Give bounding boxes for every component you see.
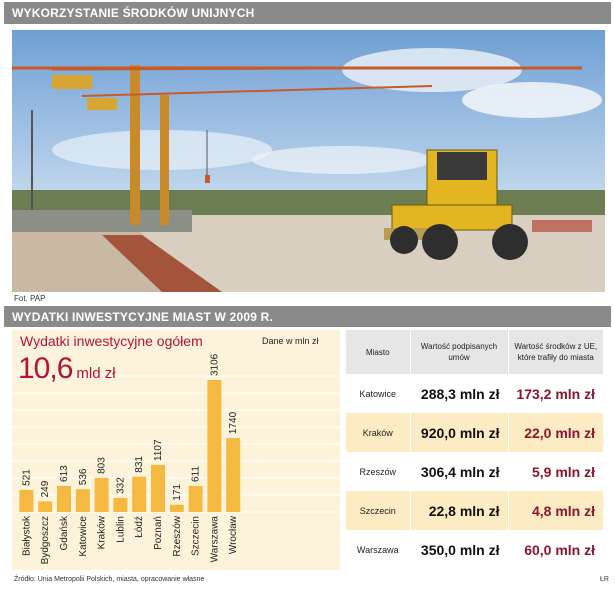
cell-city: Warszawa [346, 530, 411, 569]
bar-value-label: 332 [115, 477, 126, 494]
cell-contracts: 22,8 mln zł [410, 491, 509, 530]
source-note: Źródło: Unia Metropolii Polskich, miasta… [14, 576, 205, 583]
cell-city: Katowice [346, 374, 411, 413]
bar [75, 489, 90, 512]
category-label: Łódź [134, 516, 145, 538]
eu-funds-table: Miasto Wartość podpisanych umów Wartość … [346, 330, 604, 570]
bar-chart: 521 Białystok 249 Bydgoszcz 613 Gdańsk 536 Kato… [12, 353, 340, 564]
bar-value-label: 536 [78, 468, 89, 485]
column-header-contracts: Wartość podpisanych umów [410, 330, 509, 374]
category-label: Poznań [153, 516, 164, 550]
chart-panel [12, 330, 340, 570]
category-label: Bydgoszcz [40, 516, 51, 564]
bar [188, 486, 203, 512]
bar [38, 501, 53, 512]
chart-total: 10,6 mld zł [18, 352, 116, 386]
cell-city: Kraków [346, 413, 411, 452]
bar-value-label: 803 [97, 457, 108, 474]
cell-city: Rzeszów [346, 452, 411, 491]
column-header-eu-funds: Wartość środków z UE, które trafiły do m… [508, 330, 604, 374]
category-label: Warszawa [209, 516, 220, 563]
cell-contracts: 350,0 mln zł [410, 530, 509, 569]
column-header-city: Miasto [346, 330, 411, 374]
bar [57, 485, 71, 512]
table-row: Warszawa 350,0 mln zł 60,0 mln zł [346, 530, 604, 569]
bar-value-label: 611 [191, 466, 202, 482]
construction-illustration [12, 30, 605, 292]
table-row: Rzeszów 306,4 mln zł 5,9 mln zł [346, 452, 604, 491]
bar [207, 379, 222, 512]
chart-total-unit: mld zł [76, 365, 116, 382]
bar [226, 438, 241, 512]
section-title: WYDATKI INWESTYCYJNE MIAST W 2009 R. [12, 310, 274, 324]
table-row: Katowice 288,3 mln zł 173,2 mln zł [346, 374, 604, 413]
table-row: Kraków 920,0 mln zł 22,0 mln zł [346, 413, 604, 452]
category-label: Kraków [97, 515, 108, 549]
cell-city: Szczecin [346, 491, 411, 530]
cell-eu-funds: 60,0 mln zł [508, 530, 604, 569]
bar [94, 477, 109, 512]
bar [19, 489, 34, 512]
category-label: Wrocław [228, 515, 239, 554]
bar [151, 464, 165, 512]
category-label: Gdańsk [59, 515, 70, 550]
cell-contracts: 288,3 mln zł [410, 374, 509, 413]
author-sign: ŁR [600, 576, 609, 583]
cell-eu-funds: 4,8 mln zł [508, 491, 604, 530]
bar-value-label: 1740 [228, 411, 239, 434]
cell-eu-funds: 5,9 mln zł [508, 452, 604, 491]
header-title: WYKORZYSTANIE ŚRODKÓW UNIJNYCH [12, 6, 255, 20]
bar-value-label: 521 [21, 469, 32, 486]
bar-value-label: 3106 [209, 353, 220, 376]
header-bar: WYKORZYSTANIE ŚRODKÓW UNIJNYCH [4, 2, 611, 24]
bar-value-label: 249 [40, 480, 51, 497]
bar [132, 476, 147, 512]
bar [169, 504, 184, 512]
category-label: Białystok [21, 515, 32, 556]
chart-total-value: 10,6 [18, 352, 73, 385]
photo-credit: Fot. PAP [14, 294, 46, 303]
chart-unit-note: Dane w mln zł [262, 336, 319, 346]
bar [113, 497, 128, 512]
cell-eu-funds: 22,0 mln zł [508, 413, 604, 452]
bar-value-label: 831 [134, 456, 145, 473]
cell-contracts: 920,0 mln zł [410, 413, 509, 452]
cell-contracts: 306,4 mln zł [410, 452, 509, 491]
bar-value-label: 1107 [153, 439, 164, 461]
category-label: Szczecin [191, 516, 202, 556]
data-table: Miasto Wartość podpisanych umów Wartość … [346, 330, 604, 569]
table-row: Szczecin 22,8 mln zł 4,8 mln zł [346, 491, 604, 530]
category-label: Lublin [115, 516, 126, 543]
category-label: Rzeszów [172, 515, 183, 556]
section-bar: WYDATKI INWESTYCYJNE MIAST W 2009 R. [4, 306, 611, 327]
construction-photo [12, 30, 605, 292]
bar-value-label: 171 [172, 484, 183, 501]
cell-eu-funds: 173,2 mln zł [508, 374, 604, 413]
chart-title: Wydatki inwestycyjne ogółem [20, 333, 203, 349]
category-label: Katowice [78, 516, 89, 557]
bar-value-label: 613 [59, 465, 70, 482]
